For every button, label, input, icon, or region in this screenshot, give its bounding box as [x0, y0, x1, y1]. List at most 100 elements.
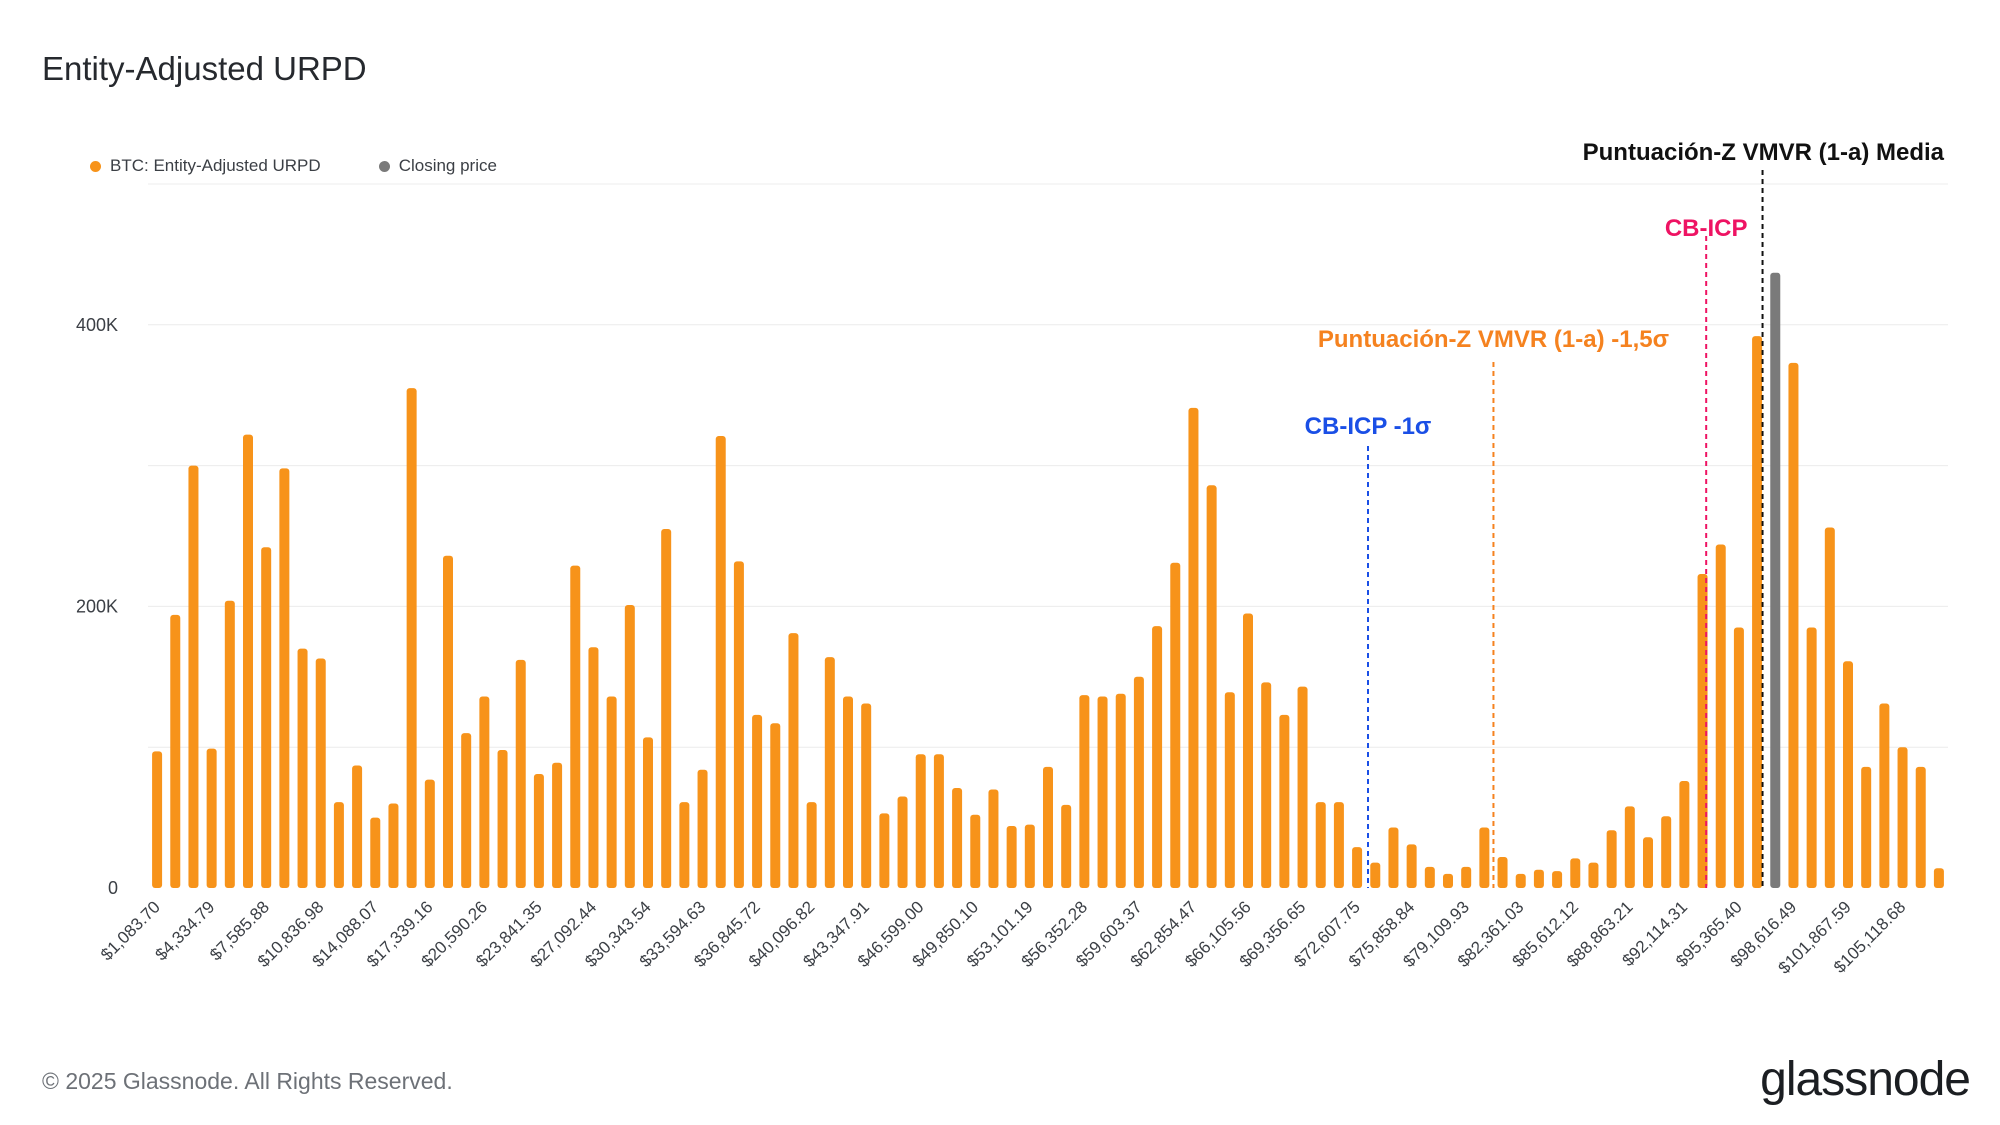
urpd-bar — [1515, 873, 1526, 888]
urpd-bar — [1806, 627, 1817, 888]
urpd-bar — [861, 703, 872, 888]
urpd-bar — [1243, 613, 1253, 888]
urpd-bar — [1133, 676, 1144, 888]
urpd-bar — [1533, 869, 1544, 888]
urpd-bar — [370, 817, 381, 888]
urpd-bar — [897, 796, 908, 888]
urpd-bar — [1552, 871, 1563, 888]
y-tick-label: 0 — [108, 878, 118, 898]
urpd-bar — [806, 802, 817, 888]
urpd-bar — [752, 714, 763, 888]
annotation-label: Puntuación-Z VMVR (1-a) -1,5σ — [1318, 326, 1669, 353]
urpd-bar — [497, 750, 508, 888]
urpd-bar — [1788, 362, 1799, 888]
urpd-bar — [243, 434, 253, 888]
urpd-bar — [170, 614, 181, 888]
urpd-bar — [1824, 527, 1835, 888]
urpd-bar — [1097, 696, 1108, 888]
urpd-bar — [1406, 844, 1417, 888]
urpd-bar — [1315, 802, 1326, 888]
annotation-label: CB-ICP -1σ — [1305, 413, 1432, 440]
urpd-bar — [1224, 692, 1235, 888]
y-tick-label: 200K — [76, 596, 118, 616]
urpd-bar — [352, 765, 363, 888]
urpd-bar — [1752, 336, 1763, 889]
urpd-bar — [1024, 824, 1035, 888]
urpd-bar — [1861, 766, 1872, 888]
urpd-bar — [824, 657, 835, 888]
urpd-bar — [1424, 866, 1435, 888]
urpd-bar — [879, 813, 890, 888]
urpd-bar — [624, 604, 635, 888]
legend-item-closing-price[interactable]: Closing price — [378, 156, 497, 176]
urpd-bar — [988, 789, 999, 888]
urpd-bar — [1588, 862, 1599, 888]
urpd-bar — [461, 733, 472, 888]
glassnode-logo: glassnode — [1760, 1053, 1971, 1106]
urpd-bar — [552, 762, 563, 888]
urpd-bar — [152, 751, 163, 888]
urpd-bar — [679, 802, 690, 888]
urpd-bar — [1661, 816, 1672, 888]
urpd-bar — [1643, 837, 1653, 888]
urpd-bar — [1497, 857, 1508, 888]
urpd-bar — [1206, 485, 1217, 888]
urpd-bar — [1479, 827, 1490, 888]
urpd-bar — [188, 465, 199, 888]
urpd-bar — [1733, 627, 1744, 888]
urpd-bar — [770, 723, 781, 888]
urpd-bar — [406, 388, 417, 888]
urpd-bar — [1679, 780, 1690, 888]
annotation-label: Puntuación-Z VMVR (1-a) Media — [1583, 139, 1945, 166]
urpd-bar — [643, 737, 653, 888]
urpd-bar — [588, 647, 599, 888]
urpd-bar — [333, 802, 344, 888]
urpd-bar — [1933, 868, 1944, 888]
urpd-bar — [570, 565, 581, 888]
urpd-bar — [1370, 862, 1381, 888]
urpd-bar — [1115, 693, 1126, 888]
urpd-bar — [533, 773, 544, 888]
urpd-bar — [915, 754, 926, 888]
urpd-bar — [1715, 544, 1726, 888]
urpd-bar — [661, 528, 672, 888]
urpd-bar — [297, 648, 308, 888]
urpd-bar — [479, 696, 490, 888]
urpd-bar — [1297, 686, 1308, 888]
urpd-bar — [1006, 826, 1017, 888]
urpd-bar — [1352, 847, 1363, 888]
urpd-bar — [970, 814, 981, 888]
urpd-bar — [515, 659, 526, 888]
urpd-bar — [1279, 714, 1290, 888]
urpd-bar — [1061, 804, 1072, 888]
urpd-bar — [1897, 747, 1908, 888]
urpd-bar — [1170, 562, 1181, 888]
urpd-bar — [443, 555, 453, 888]
urpd-bar — [1697, 574, 1708, 888]
urpd-bar — [388, 803, 399, 888]
urpd-bar — [261, 547, 272, 888]
closing-price-bar — [1770, 272, 1781, 889]
urpd-bar — [1261, 682, 1272, 888]
urpd-bar — [1915, 766, 1926, 888]
urpd-bar — [224, 600, 235, 888]
legend-item-urpd[interactable]: BTC: Entity-Adjusted URPD — [90, 156, 321, 176]
urpd-bar — [206, 748, 217, 888]
legend-label-closing-price: Closing price — [398, 156, 497, 175]
copyright-footer: © 2025 Glassnode. All Rights Reserved. — [42, 1068, 453, 1094]
urpd-bar — [1079, 695, 1090, 888]
urpd-bar — [1043, 766, 1053, 888]
y-tick-label: 400K — [76, 315, 118, 335]
annotation-label: CB-ICP — [1665, 215, 1748, 242]
urpd-bar — [733, 561, 744, 888]
urpd-bar — [606, 696, 617, 888]
chart-title: Entity-Adjusted URPD — [42, 50, 367, 87]
urpd-bar — [1606, 830, 1617, 888]
urpd-bar — [952, 788, 963, 888]
urpd-bar — [715, 436, 726, 888]
urpd-bar — [1188, 407, 1199, 888]
urpd-bar — [1152, 626, 1163, 888]
urpd-bar — [697, 769, 708, 888]
urpd-bar — [1624, 806, 1635, 888]
